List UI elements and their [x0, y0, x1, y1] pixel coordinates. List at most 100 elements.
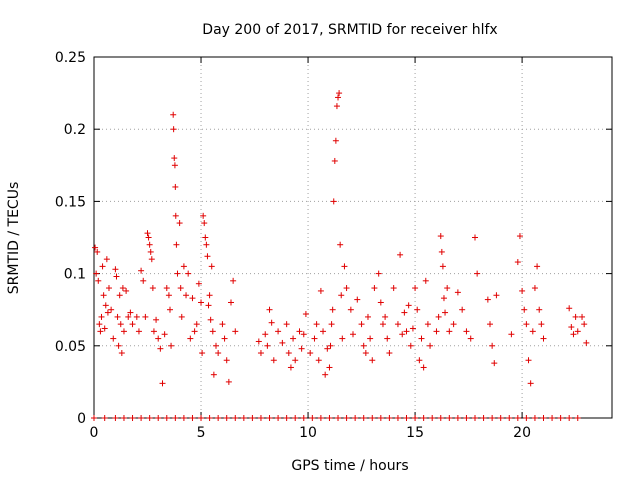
data-point	[364, 313, 371, 320]
data-point	[108, 306, 115, 313]
data-point	[103, 256, 110, 263]
data-point	[379, 321, 386, 328]
data-point	[467, 335, 474, 342]
y-tick-label: 0.1	[64, 267, 86, 283]
data-point	[223, 415, 230, 421]
data-point	[446, 415, 453, 421]
x-tick-label: 15	[406, 425, 424, 441]
data-point	[519, 287, 526, 294]
data-point	[198, 415, 205, 421]
data-point	[444, 285, 451, 292]
data-point	[360, 342, 367, 349]
data-point	[540, 335, 547, 342]
data-point	[180, 415, 187, 421]
data-point	[540, 415, 547, 421]
data-point	[172, 212, 179, 219]
data-point	[450, 321, 457, 328]
data-point	[178, 313, 185, 320]
data-point	[155, 335, 162, 342]
data-point	[185, 270, 192, 277]
data-point	[472, 234, 479, 241]
data-point	[523, 321, 530, 328]
data-point	[369, 415, 376, 421]
data-point	[516, 233, 523, 240]
data-point	[168, 342, 175, 349]
data-point	[531, 285, 538, 292]
data-point	[583, 339, 590, 346]
data-point	[332, 137, 339, 144]
data-point	[142, 313, 149, 320]
data-point	[493, 292, 500, 299]
data-point	[412, 285, 419, 292]
data-point	[463, 328, 470, 335]
data-point	[328, 321, 335, 328]
data-point	[202, 234, 209, 241]
data-point	[574, 415, 581, 421]
data-point	[358, 321, 365, 328]
data-point	[275, 328, 282, 335]
data-point	[221, 335, 228, 342]
data-point	[371, 285, 378, 292]
data-point	[255, 338, 262, 345]
data-point	[93, 270, 100, 277]
data-point	[414, 306, 421, 313]
data-point	[335, 94, 342, 101]
data-point	[343, 285, 350, 292]
data-point	[491, 360, 498, 367]
data-point	[105, 285, 112, 292]
data-point	[352, 415, 359, 421]
y-tick-label: 0.05	[55, 339, 86, 355]
data-point	[405, 302, 412, 309]
data-point	[581, 321, 588, 328]
data-point	[205, 302, 212, 309]
data-point	[435, 313, 442, 320]
data-point	[514, 415, 521, 421]
data-point	[200, 212, 207, 219]
data-point	[338, 292, 345, 299]
data-point	[187, 335, 194, 342]
data-point	[144, 230, 151, 237]
data-point	[177, 285, 184, 292]
data-point	[183, 292, 190, 299]
data-point	[463, 415, 470, 421]
data-point	[422, 277, 429, 284]
data-point	[170, 111, 177, 118]
data-point	[215, 415, 222, 421]
data-point	[394, 415, 401, 421]
y-tick-label: 0.25	[55, 50, 86, 66]
data-point	[285, 350, 292, 357]
data-point	[572, 313, 579, 320]
data-point	[264, 342, 271, 349]
data-point	[206, 415, 213, 421]
data-point	[97, 328, 104, 335]
data-point	[401, 309, 408, 316]
data-point	[322, 371, 329, 378]
data-point	[102, 302, 109, 309]
data-point	[362, 350, 369, 357]
data-point	[172, 183, 179, 190]
data-point	[112, 415, 119, 421]
data-point	[225, 378, 232, 385]
data-point	[98, 313, 105, 320]
data-point	[320, 328, 327, 335]
y-axis-label: SRMTID / TECUs	[6, 182, 22, 295]
data-point	[472, 415, 479, 421]
data-point	[480, 415, 487, 421]
data-point	[207, 316, 214, 323]
data-point	[360, 415, 367, 421]
data-point	[302, 311, 309, 318]
data-point	[313, 321, 320, 328]
data-point	[390, 285, 397, 292]
data-point	[232, 328, 239, 335]
data-point	[386, 415, 393, 421]
data-point	[296, 328, 303, 335]
data-point	[440, 295, 447, 302]
data-point	[549, 415, 556, 421]
data-point	[99, 263, 106, 270]
data-point	[94, 248, 101, 255]
data-point	[315, 357, 322, 364]
data-point	[174, 270, 181, 277]
data-point	[439, 263, 446, 270]
data-points	[91, 90, 590, 421]
